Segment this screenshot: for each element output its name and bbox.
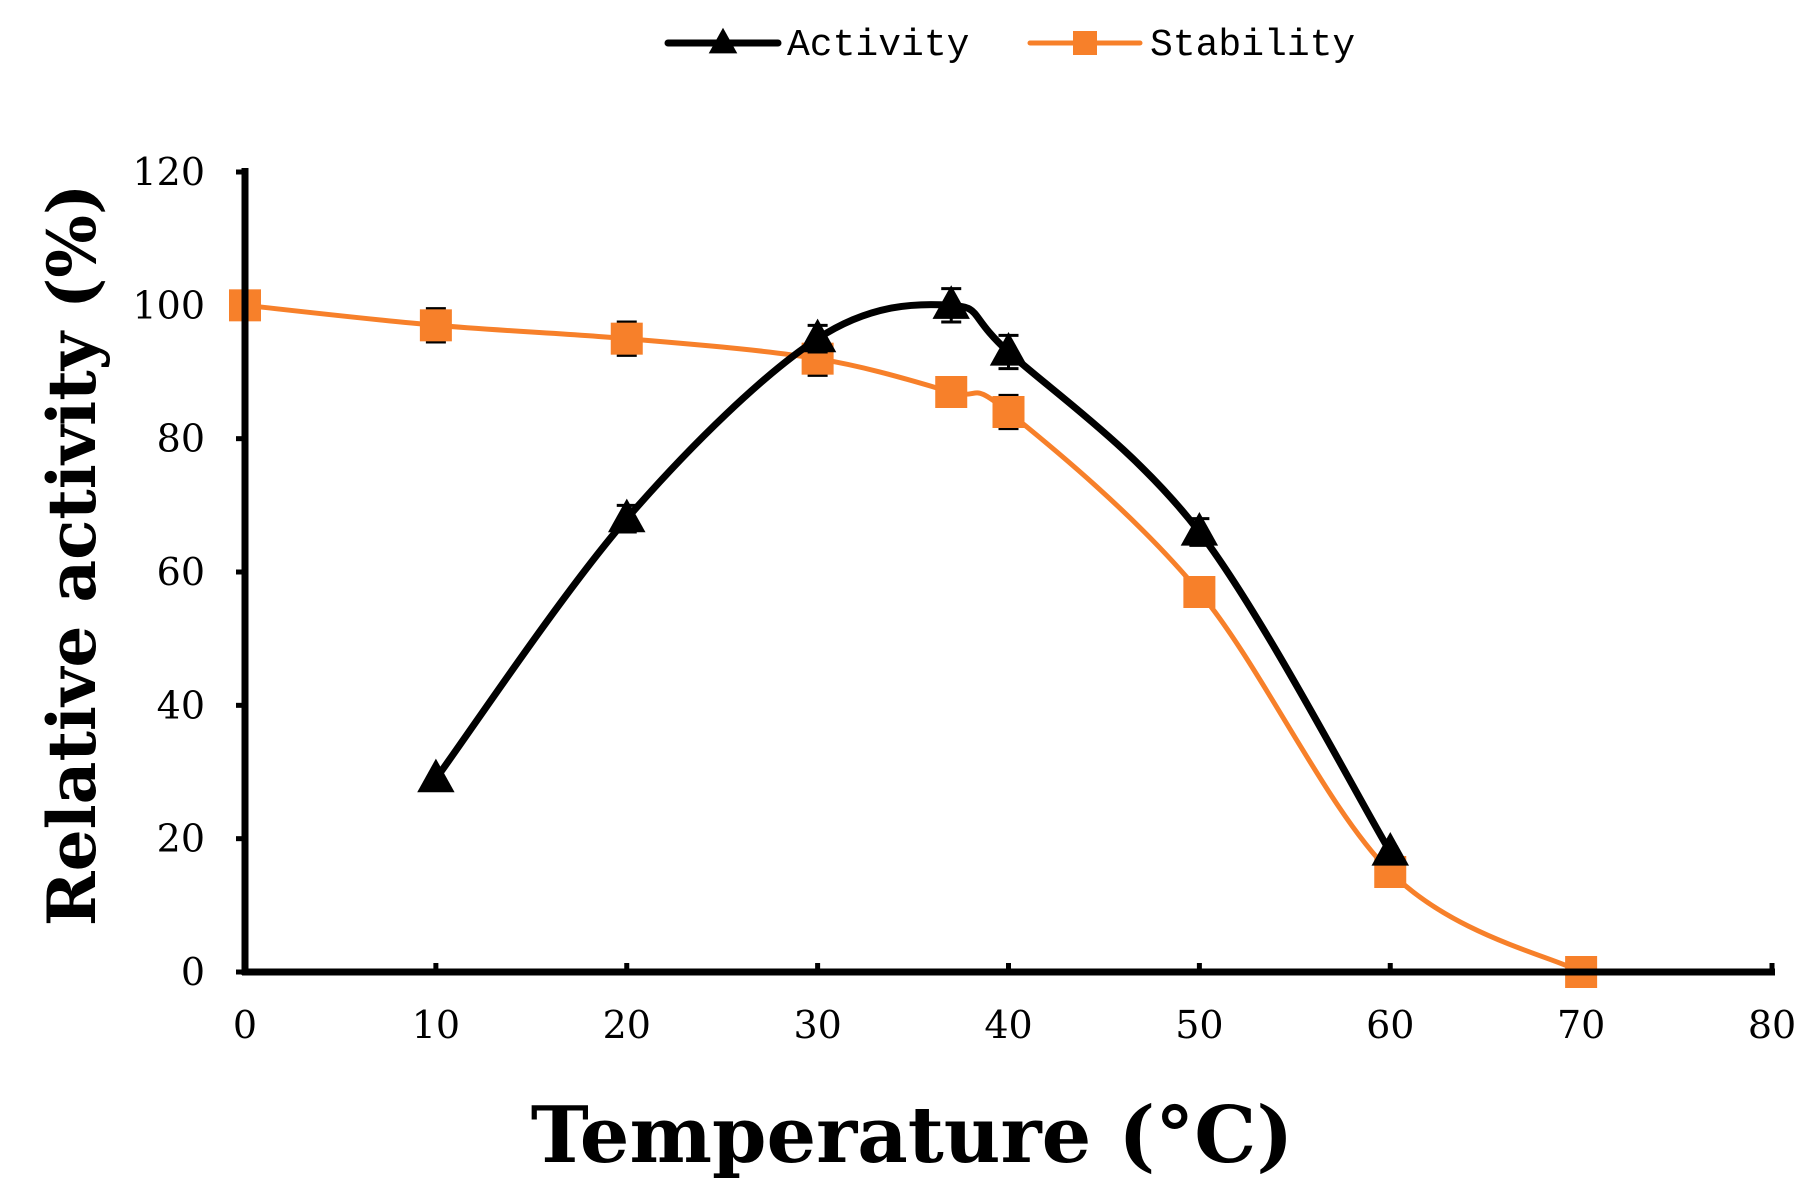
x-tick-label: 30 [793,1003,841,1047]
x-axis-title: Temperature (°C) [531,1090,1294,1181]
data-point-stability [935,376,968,408]
y-tick-label: 40 [157,683,205,727]
data-point-stability [419,309,452,342]
x-tick-label: 60 [1366,1003,1414,1047]
y-tick-label: 20 [157,817,205,861]
x-tick-label: 20 [603,1003,651,1047]
data-point-activity [608,498,646,533]
x-tick-label: 10 [412,1003,460,1047]
y-tick-label: 80 [157,417,205,461]
x-tick-label: 50 [1175,1003,1223,1047]
y-tick-label: 60 [157,550,205,594]
legend-marker [708,27,738,54]
y-tick-label: 100 [132,283,205,327]
data-point-stability [992,396,1025,428]
data-point-activity [1180,512,1219,546]
legend-item-stability: Stability [1027,24,1355,67]
y-tick-label: 0 [181,950,205,994]
data-point-activity [417,758,455,793]
data-point-activity [989,332,1028,366]
y-axis-ticks: 0 20 40 60 80 100 120 [132,150,245,994]
x-tick-label: 70 [1557,1003,1605,1047]
y-axis-title: Relative activity (%) [33,184,111,926]
x-tick-label: 80 [1748,1003,1796,1047]
data-point-activity [1371,832,1409,866]
legend: Activity Stability [664,24,1355,67]
data-point-activity [798,318,837,353]
legend-item-activity: Activity [664,24,969,67]
series-activity [417,285,1409,866]
legend-marker [1073,31,1097,55]
y-tick-label: 120 [132,150,205,194]
legend-label: Stability [1150,24,1355,67]
axes [241,168,1775,976]
series-layer [229,285,1598,988]
legend-label: Activity [787,24,969,67]
data-point-stability [610,322,643,355]
series-line-stability [242,302,1584,975]
data-point-stability [1183,576,1216,608]
x-axis-ticks: 0 10 20 30 40 50 60 70 80 [233,963,1796,1047]
series-line-activity [432,301,1394,856]
data-point-activity [932,285,970,319]
x-tick-label: 40 [984,1003,1032,1047]
series-stability [229,289,1598,988]
x-tick-label: 0 [233,1003,257,1047]
